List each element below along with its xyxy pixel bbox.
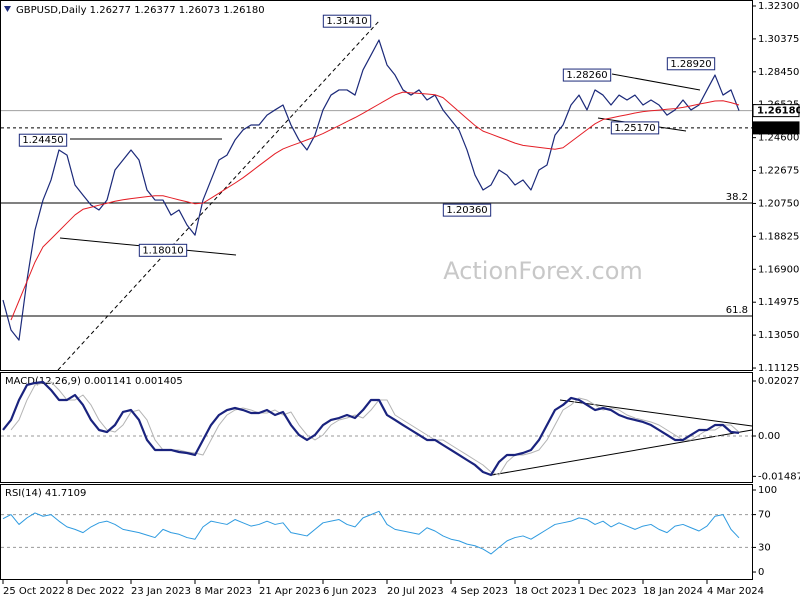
y-tick-label: 0.02027 bbox=[758, 376, 799, 387]
y-tick-label: 1.11125 bbox=[758, 363, 799, 374]
annotation: 1.18010 bbox=[138, 243, 188, 257]
y-tick-label: 1.28450 bbox=[758, 67, 799, 78]
y-tick-label: 70 bbox=[758, 510, 771, 521]
x-tick-label: 23 Jan 2023 bbox=[131, 586, 191, 597]
annotation-box bbox=[18, 133, 68, 147]
x-tick-label: 8 Mar 2023 bbox=[195, 586, 252, 597]
price-tag bbox=[752, 104, 800, 118]
x-tick-label: 4 Sep 2023 bbox=[451, 586, 508, 597]
y-tick-label: -0.014877 bbox=[758, 471, 800, 482]
x-tick-label: 1 Dec 2023 bbox=[579, 586, 637, 597]
symbol-icon bbox=[4, 6, 11, 12]
series-line bbox=[2, 39, 740, 341]
annotation-box bbox=[138, 243, 188, 257]
y-tick-label: 1.22675 bbox=[758, 166, 799, 177]
y-tick-label: 1.18825 bbox=[758, 231, 799, 242]
annotation: 1.20360 bbox=[442, 203, 492, 217]
annotation-box bbox=[610, 121, 660, 135]
y-tick-label: 0.00 bbox=[758, 431, 780, 442]
trend-line bbox=[57, 19, 381, 371]
annotation: 1.28920 bbox=[666, 57, 716, 71]
x-tick-label: 20 Jul 2023 bbox=[387, 586, 444, 597]
trend-line bbox=[611, 73, 701, 91]
y-tick-label: 100 bbox=[758, 485, 777, 496]
x-tick-label: 4 Mar 2024 bbox=[707, 586, 764, 597]
annotation-label: 1.25170 bbox=[614, 123, 655, 134]
annotation-label: 1.31410 bbox=[326, 16, 367, 27]
annotation-label: 1.28260 bbox=[566, 70, 607, 81]
annotation: 1.28260 bbox=[562, 68, 612, 82]
y-tick-label: 1.32300 bbox=[758, 1, 799, 12]
price-tag bbox=[752, 121, 800, 135]
trend-line bbox=[491, 429, 753, 476]
annotation: 1.25170 bbox=[610, 121, 660, 135]
y-tick-label: 0 bbox=[758, 567, 764, 578]
annotation-label: 1.18010 bbox=[142, 245, 183, 256]
x-tick-label: 8 Dec 2022 bbox=[67, 586, 125, 597]
x-tick-label: 25 Oct 2022 bbox=[3, 586, 65, 597]
annotation: 1.24450 bbox=[18, 133, 68, 147]
trend-lines bbox=[57, 19, 753, 476]
annotation-box bbox=[322, 14, 372, 28]
rsi-panel bbox=[0, 484, 753, 580]
annotation-box bbox=[442, 203, 492, 217]
x-tick-label: 6 Jun 2023 bbox=[323, 586, 377, 597]
y-tick-label: 1.20750 bbox=[758, 198, 799, 209]
trend-line bbox=[559, 399, 753, 427]
watermark: ActionForex.com bbox=[443, 257, 643, 285]
panel-title: RSI(14) 41.7109 bbox=[5, 488, 86, 499]
chart-title: GBPUSD,Daily 1.26277 1.26377 1.26073 1.2… bbox=[16, 5, 265, 16]
level-label: 61.8 bbox=[726, 305, 748, 316]
y-tick-label: 1.13050 bbox=[758, 330, 799, 341]
x-tick-label: 21 Apr 2023 bbox=[259, 586, 321, 597]
series-line bbox=[2, 380, 740, 477]
price-tag-label: 1.26180 bbox=[757, 106, 800, 117]
y-tick-label: 1.14975 bbox=[758, 297, 799, 308]
series-line bbox=[10, 91, 740, 321]
x-tick-label: 18 Jan 2024 bbox=[643, 586, 703, 597]
panel-title: MACD(12,26,9) 0.001141 0.001405 bbox=[5, 376, 183, 387]
level-label: 38.2 bbox=[726, 192, 748, 203]
price-tag-label: 1.25170 bbox=[757, 123, 798, 134]
y-tick-label: 1.30375 bbox=[758, 34, 799, 45]
annotation-box bbox=[666, 57, 716, 71]
y-tick-label: 1.16900 bbox=[758, 264, 799, 275]
series-line bbox=[2, 510, 740, 555]
y-tick-label: 1.24600 bbox=[758, 133, 799, 144]
macd-panel bbox=[0, 372, 753, 483]
annotation-label: 1.28920 bbox=[670, 59, 711, 70]
annotation-label: 1.20360 bbox=[446, 205, 487, 216]
annotation-box bbox=[562, 68, 612, 82]
annotation-label: 1.24450 bbox=[22, 135, 63, 146]
x-tick-label: 18 Oct 2023 bbox=[515, 586, 577, 597]
price-panel bbox=[0, 0, 753, 371]
y-tick-label: 30 bbox=[758, 542, 771, 553]
annotation: 1.31410 bbox=[322, 14, 372, 28]
